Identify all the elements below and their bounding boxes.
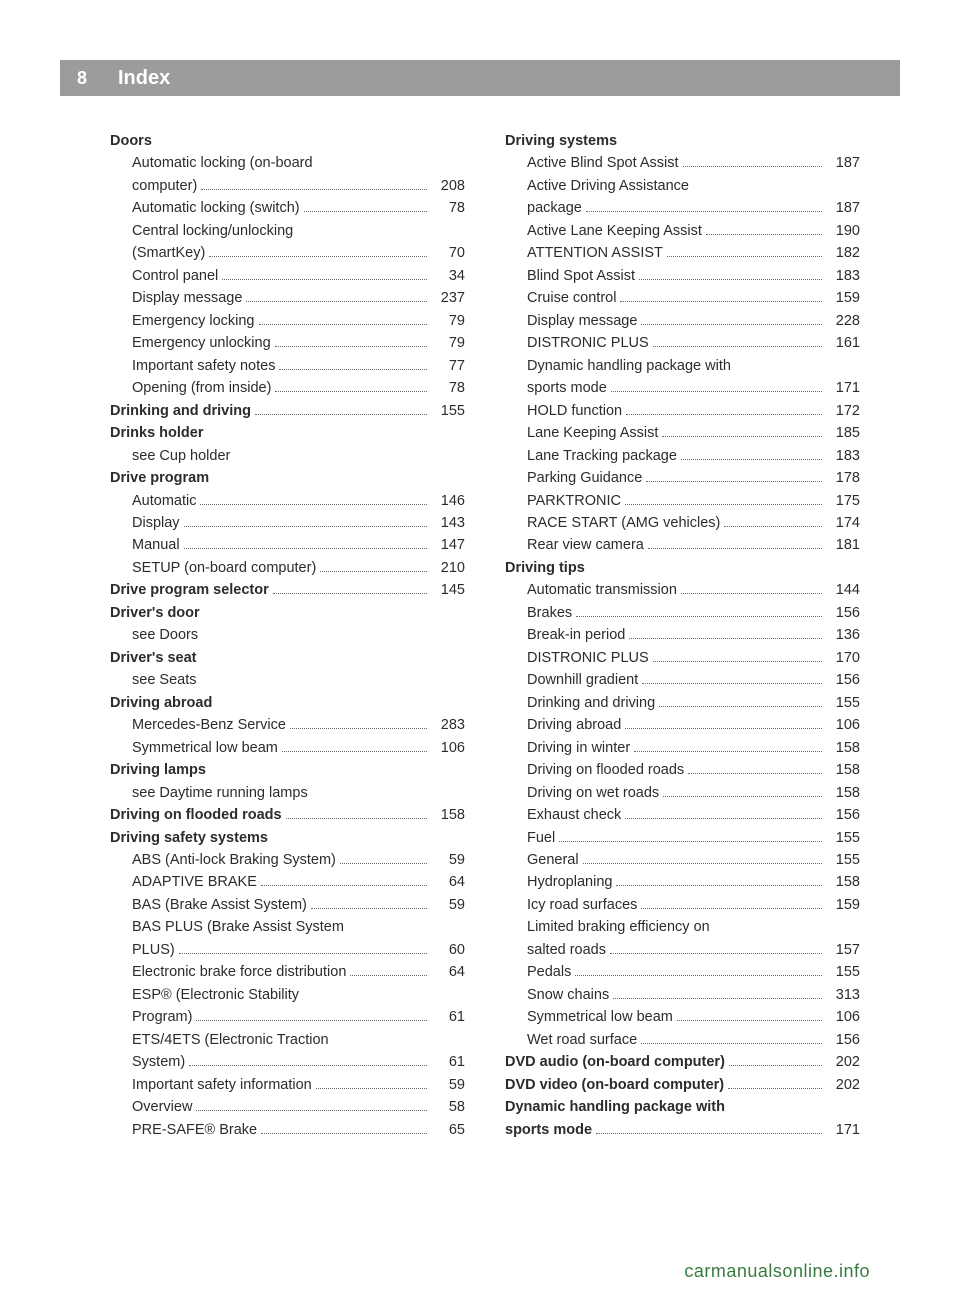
index-entry: Fuel155 <box>505 827 860 849</box>
index-heading: DVD audio (on-board computer)202 <box>505 1051 860 1073</box>
header-title: Index <box>118 67 170 90</box>
index-heading: Driver's seat <box>110 647 465 669</box>
index-entry: Central locking/unlocking <box>110 220 465 242</box>
index-entry: Wet road surface156 <box>505 1029 860 1051</box>
index-heading: Doors <box>110 130 465 152</box>
index-entry: System)61 <box>110 1051 465 1073</box>
index-entry: Important safety notes77 <box>110 355 465 377</box>
index-entry: Driving in winter158 <box>505 737 860 759</box>
index-heading: Driver's door <box>110 602 465 624</box>
index-heading: Drive program selector145 <box>110 579 465 601</box>
index-entry: BAS PLUS (Brake Assist System <box>110 916 465 938</box>
index-entry: Cruise control159 <box>505 287 860 309</box>
index-entry: Mercedes-Benz Service283 <box>110 714 465 736</box>
index-entry: sports mode171 <box>505 377 860 399</box>
index-heading: Drinking and driving155 <box>110 400 465 422</box>
index-entry: SETUP (on-board computer)210 <box>110 557 465 579</box>
index-entry: Active Lane Keeping Assist190 <box>505 220 860 242</box>
index-entry: Drinking and driving155 <box>505 692 860 714</box>
index-entry: BAS (Brake Assist System)59 <box>110 894 465 916</box>
index-entry: Automatic146 <box>110 490 465 512</box>
index-entry: Hydroplaning158 <box>505 871 860 893</box>
index-entry: PLUS)60 <box>110 939 465 961</box>
index-heading: Driving safety systems <box>110 827 465 849</box>
index-heading: Drinks holder <box>110 422 465 444</box>
index-entry: Rear view camera181 <box>505 534 860 556</box>
index-heading: Drive program <box>110 467 465 489</box>
index-entry: Dynamic handling package with <box>505 355 860 377</box>
index-entry: Display message237 <box>110 287 465 309</box>
index-heading: sports mode171 <box>505 1119 860 1141</box>
index-entry: (SmartKey)70 <box>110 242 465 264</box>
index-entry: Snow chains313 <box>505 984 860 1006</box>
right-column: Driving systemsActive Blind Spot Assist1… <box>505 130 860 1141</box>
index-entry: Active Blind Spot Assist187 <box>505 152 860 174</box>
index-entry: Manual147 <box>110 534 465 556</box>
index-entry: Pedals155 <box>505 961 860 983</box>
index-entry: ATTENTION ASSIST182 <box>505 242 860 264</box>
index-entry: Parking Guidance178 <box>505 467 860 489</box>
index-entry: Icy road surfaces159 <box>505 894 860 916</box>
index-entry: ADAPTIVE BRAKE64 <box>110 871 465 893</box>
index-entry: Automatic transmission144 <box>505 579 860 601</box>
index-heading: Driving abroad <box>110 692 465 714</box>
header-bar: 8 Index <box>60 60 900 96</box>
index-entry: computer)208 <box>110 175 465 197</box>
index-entry: Important safety information59 <box>110 1074 465 1096</box>
index-entry: DISTRONIC PLUS161 <box>505 332 860 354</box>
index-entry: Opening (from inside)78 <box>110 377 465 399</box>
index-entry: Limited braking efficiency on <box>505 916 860 938</box>
index-entry: package187 <box>505 197 860 219</box>
index-heading: Driving systems <box>505 130 860 152</box>
index-entry: Display143 <box>110 512 465 534</box>
index-entry: Lane Tracking package183 <box>505 445 860 467</box>
index-entry: Driving on wet roads158 <box>505 782 860 804</box>
index-entry: DISTRONIC PLUS170 <box>505 647 860 669</box>
index-entry: General155 <box>505 849 860 871</box>
index-entry: Exhaust check156 <box>505 804 860 826</box>
index-entry: Blind Spot Assist183 <box>505 265 860 287</box>
index-entry: ESP® (Electronic Stability <box>110 984 465 1006</box>
index-entry: Overview58 <box>110 1096 465 1118</box>
index-entry: HOLD function172 <box>505 400 860 422</box>
index-entry: ETS/4ETS (Electronic Traction <box>110 1029 465 1051</box>
index-entry: Driving abroad106 <box>505 714 860 736</box>
index-heading: Driving tips <box>505 557 860 579</box>
index-heading: Dynamic handling package with <box>505 1096 860 1118</box>
index-entry: Active Driving Assistance <box>505 175 860 197</box>
index-entry: PARKTRONIC175 <box>505 490 860 512</box>
index-heading: DVD video (on-board computer)202 <box>505 1074 860 1096</box>
index-entry: Symmetrical low beam106 <box>505 1006 860 1028</box>
index-see-ref: see Cup holder <box>110 445 465 467</box>
index-see-ref: see Daytime running lamps <box>110 782 465 804</box>
index-entry: Display message228 <box>505 310 860 332</box>
index-content: DoorsAutomatic locking (on-boardcomputer… <box>110 130 860 1141</box>
index-entry: Automatic locking (on-board <box>110 152 465 174</box>
index-entry: Brakes156 <box>505 602 860 624</box>
index-entry: PRE-SAFE® Brake65 <box>110 1119 465 1141</box>
index-entry: Downhill gradient156 <box>505 669 860 691</box>
index-entry: salted roads157 <box>505 939 860 961</box>
index-see-ref: see Seats <box>110 669 465 691</box>
index-entry: Emergency locking79 <box>110 310 465 332</box>
index-entry: Automatic locking (switch)78 <box>110 197 465 219</box>
index-entry: RACE START (AMG vehicles)174 <box>505 512 860 534</box>
left-column: DoorsAutomatic locking (on-boardcomputer… <box>110 130 465 1141</box>
index-entry: Program)61 <box>110 1006 465 1028</box>
footer-text: carmanualsonline.info <box>684 1261 870 1282</box>
index-see-ref: see Doors <box>110 624 465 646</box>
index-heading: Driving on flooded roads158 <box>110 804 465 826</box>
index-entry: Lane Keeping Assist185 <box>505 422 860 444</box>
index-entry: Break-in period136 <box>505 624 860 646</box>
page-number: 8 <box>60 60 104 96</box>
index-heading: Driving lamps <box>110 759 465 781</box>
index-entry: Emergency unlocking79 <box>110 332 465 354</box>
index-entry: Symmetrical low beam106 <box>110 737 465 759</box>
index-entry: Control panel34 <box>110 265 465 287</box>
index-entry: Electronic brake force distribution64 <box>110 961 465 983</box>
index-entry: ABS (Anti-lock Braking System)59 <box>110 849 465 871</box>
index-entry: Driving on flooded roads158 <box>505 759 860 781</box>
